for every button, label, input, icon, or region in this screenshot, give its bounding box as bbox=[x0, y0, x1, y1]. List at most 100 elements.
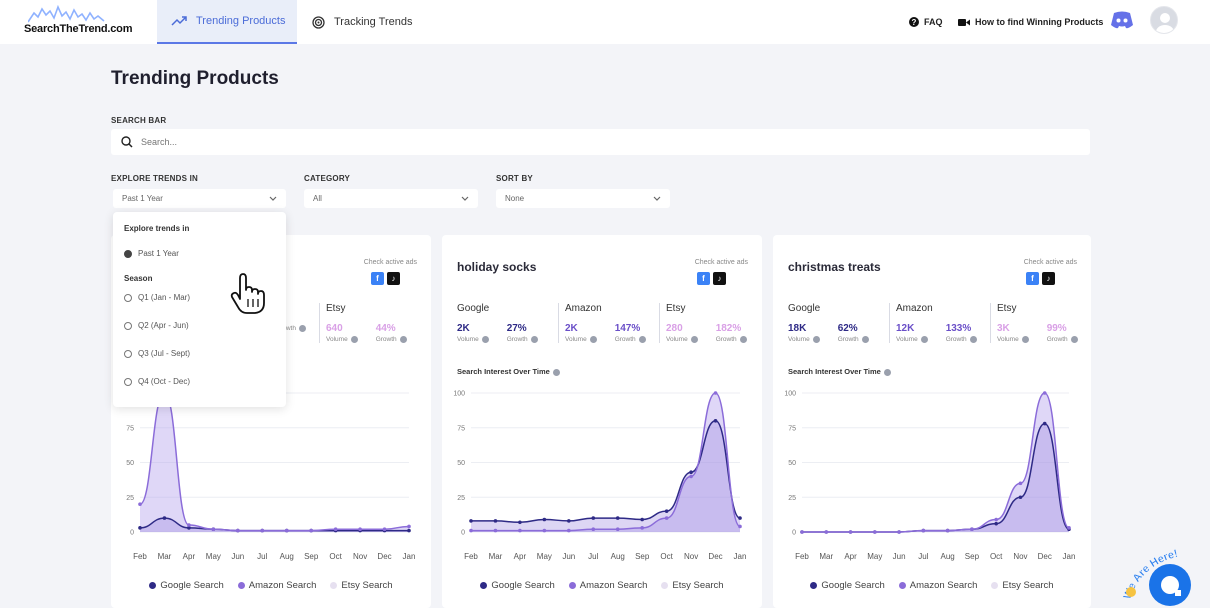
check-active-ads-label: Check active ads bbox=[694, 259, 748, 266]
x-tick-label: Jan bbox=[734, 552, 747, 561]
x-tick-label: Dec bbox=[377, 552, 391, 561]
info-icon bbox=[399, 336, 407, 343]
stat-etsy: Etsy 280 Volume 182% Growth bbox=[659, 303, 760, 344]
tab-tracking-trends[interactable]: Tracking Trends bbox=[312, 0, 412, 44]
x-tick-label: Mar bbox=[819, 552, 833, 561]
search-bar[interactable] bbox=[111, 129, 1090, 155]
option-label: Q2 (Apr - Jun) bbox=[138, 321, 189, 330]
explore-trends-select[interactable]: Past 1 Year bbox=[113, 189, 286, 208]
product-card[interactable]: christmas treats Check active ads f ♪ Go… bbox=[773, 235, 1091, 608]
stat-volume: 2K Volume bbox=[565, 323, 597, 343]
radio-icon bbox=[124, 293, 132, 302]
series-area bbox=[471, 420, 740, 532]
data-point bbox=[469, 519, 473, 523]
facebook-icon[interactable]: f bbox=[697, 272, 710, 285]
option-q4[interactable]: Q4 (Oct - Dec) bbox=[124, 377, 190, 386]
data-point bbox=[236, 528, 240, 533]
data-point bbox=[260, 528, 265, 533]
data-point bbox=[567, 519, 571, 523]
brand-logo[interactable]: SearchTheTrend.com bbox=[24, 5, 134, 37]
data-point bbox=[407, 524, 411, 529]
stat-amazon: Amazon 12K Volume 133% Growth bbox=[889, 303, 990, 344]
discord-icon[interactable] bbox=[1110, 10, 1134, 32]
tiktok-icon[interactable]: ♪ bbox=[387, 272, 400, 285]
radio-icon bbox=[124, 321, 132, 330]
volume-label: Volume bbox=[565, 336, 587, 344]
data-point bbox=[1018, 481, 1023, 486]
x-tick-label: Jan bbox=[403, 552, 416, 561]
radio-icon bbox=[124, 377, 132, 386]
chart-legend: Google Search Amazon Search Etsy Search bbox=[442, 580, 762, 591]
radio-icon bbox=[124, 349, 132, 358]
search-icon bbox=[121, 136, 133, 148]
target-icon bbox=[312, 15, 325, 29]
y-tick-label: 25 bbox=[788, 495, 796, 502]
volume-label: Volume bbox=[666, 336, 688, 344]
data-point bbox=[994, 517, 998, 522]
stat-etsy: Etsy 640 Volume 44% Growth bbox=[319, 303, 420, 344]
stat-source: Google bbox=[457, 303, 490, 314]
category-select[interactable]: All bbox=[304, 189, 478, 208]
year-label: 2025 bbox=[391, 383, 407, 385]
x-tick-label: Feb bbox=[795, 552, 809, 561]
stat-google: Google 18K Volume 62% Growth bbox=[788, 303, 889, 343]
data-point bbox=[970, 527, 974, 532]
volume-label: Volume bbox=[326, 336, 348, 344]
y-tick-label: 75 bbox=[126, 425, 134, 432]
x-tick-label: Jan bbox=[1063, 552, 1076, 561]
x-tick-label: Oct bbox=[329, 552, 342, 561]
option-q1[interactable]: Q1 (Jan - Mar) bbox=[124, 293, 190, 302]
year-label: 2025 bbox=[722, 383, 738, 385]
x-tick-label: Aug bbox=[941, 552, 955, 561]
stats-row: Google 2K Volume 27% Growth Amazon 2K Volum… bbox=[457, 303, 760, 344]
data-point bbox=[994, 521, 998, 526]
tiktok-icon[interactable]: ♪ bbox=[713, 272, 726, 285]
option-past-1-year[interactable]: Past 1 Year bbox=[124, 249, 179, 258]
explore-trends-label: EXPLORE TRENDS IN bbox=[111, 174, 198, 183]
category-value: All bbox=[313, 194, 322, 203]
data-point bbox=[738, 516, 742, 520]
radio-selected-icon bbox=[124, 249, 132, 258]
svg-text:?: ? bbox=[912, 18, 917, 27]
y-tick-label: 100 bbox=[453, 391, 465, 398]
option-label: Q1 (Jan - Mar) bbox=[138, 293, 191, 302]
x-tick-label: Mar bbox=[158, 552, 172, 561]
x-tick-label: May bbox=[537, 552, 552, 561]
user-avatar[interactable] bbox=[1150, 6, 1178, 34]
facebook-icon[interactable]: f bbox=[371, 272, 384, 285]
facebook-icon[interactable]: f bbox=[1026, 272, 1039, 285]
x-tick-label: Jul bbox=[257, 552, 267, 561]
trending-up-icon bbox=[171, 16, 187, 26]
product-card[interactable]: holiday socks Check active ads f ♪ Googl… bbox=[442, 235, 762, 608]
x-tick-label: Apr bbox=[514, 552, 527, 561]
search-input[interactable] bbox=[141, 137, 741, 147]
x-tick-label: Aug bbox=[611, 552, 625, 561]
x-tick-label: Sep bbox=[304, 552, 319, 561]
data-point bbox=[664, 516, 669, 520]
x-tick-label: Oct bbox=[990, 552, 1003, 561]
chat-button[interactable] bbox=[1149, 564, 1191, 606]
how-to-find-link[interactable]: How to find Winning Products bbox=[958, 0, 1103, 44]
stat-growth: 147% Growth bbox=[615, 323, 646, 343]
x-tick-label: Aug bbox=[280, 552, 294, 561]
chevron-down-icon bbox=[269, 196, 277, 201]
option-q2[interactable]: Q2 (Apr - Jun) bbox=[124, 321, 189, 330]
tab-trending-products[interactable]: Trending Products bbox=[157, 0, 297, 44]
data-point bbox=[493, 519, 498, 523]
option-q3[interactable]: Q3 (Jul - Sept) bbox=[124, 349, 190, 358]
sort-by-select[interactable]: None bbox=[496, 189, 670, 208]
y-tick-label: 100 bbox=[784, 391, 796, 398]
data-point bbox=[211, 527, 216, 532]
info-icon bbox=[690, 336, 698, 343]
x-tick-label: Dec bbox=[1038, 552, 1052, 561]
stat-volume: 280 Volume bbox=[666, 323, 698, 343]
data-point bbox=[800, 530, 804, 534]
season-header: Season bbox=[124, 274, 153, 283]
legend-google: Google Search bbox=[149, 580, 224, 591]
tiktok-icon[interactable]: ♪ bbox=[1042, 272, 1055, 285]
faq-link[interactable]: ? FAQ bbox=[909, 0, 943, 44]
info-icon bbox=[969, 336, 977, 343]
ads-icons: f ♪ bbox=[371, 272, 400, 285]
data-point bbox=[542, 528, 547, 533]
info-icon bbox=[481, 336, 489, 343]
